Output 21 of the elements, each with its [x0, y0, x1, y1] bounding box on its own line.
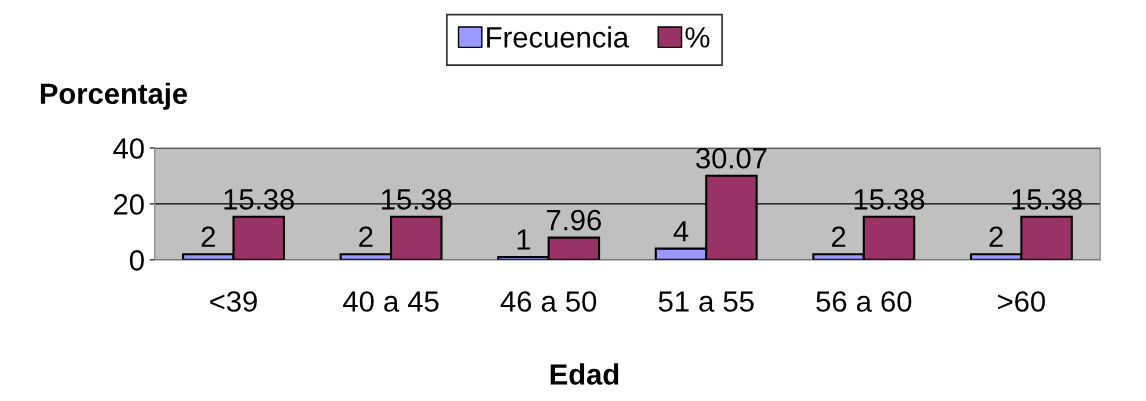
x-tick-label: <39	[210, 291, 257, 312]
data-label: 2	[989, 226, 1003, 247]
data-label: 7.96	[546, 209, 601, 231]
data-label: 1	[517, 229, 531, 250]
y-axis-title: Porcentaje	[40, 82, 188, 110]
x-tick-label: 40 a 45	[343, 291, 439, 312]
x-tick-label: 56 a 60	[816, 291, 912, 312]
x-tick-label: 51 a 55	[658, 291, 754, 312]
y-tick-label: 40	[113, 138, 144, 159]
data-label: 4	[673, 221, 689, 242]
data-label: 30.07	[696, 147, 767, 169]
data-label: 2	[201, 226, 215, 247]
legend-label: %	[685, 27, 710, 48]
x-axis-title: Edad	[550, 363, 619, 385]
data-label: 2	[831, 226, 846, 247]
data-label: 2	[359, 226, 373, 247]
legend-label: Frecuencia	[487, 26, 630, 48]
x-tick-label: 46 a 50	[500, 291, 597, 312]
x-tick-label: >60	[998, 291, 1045, 312]
y-tick-label: 0	[129, 250, 144, 271]
y-tick-label: 20	[114, 194, 144, 215]
